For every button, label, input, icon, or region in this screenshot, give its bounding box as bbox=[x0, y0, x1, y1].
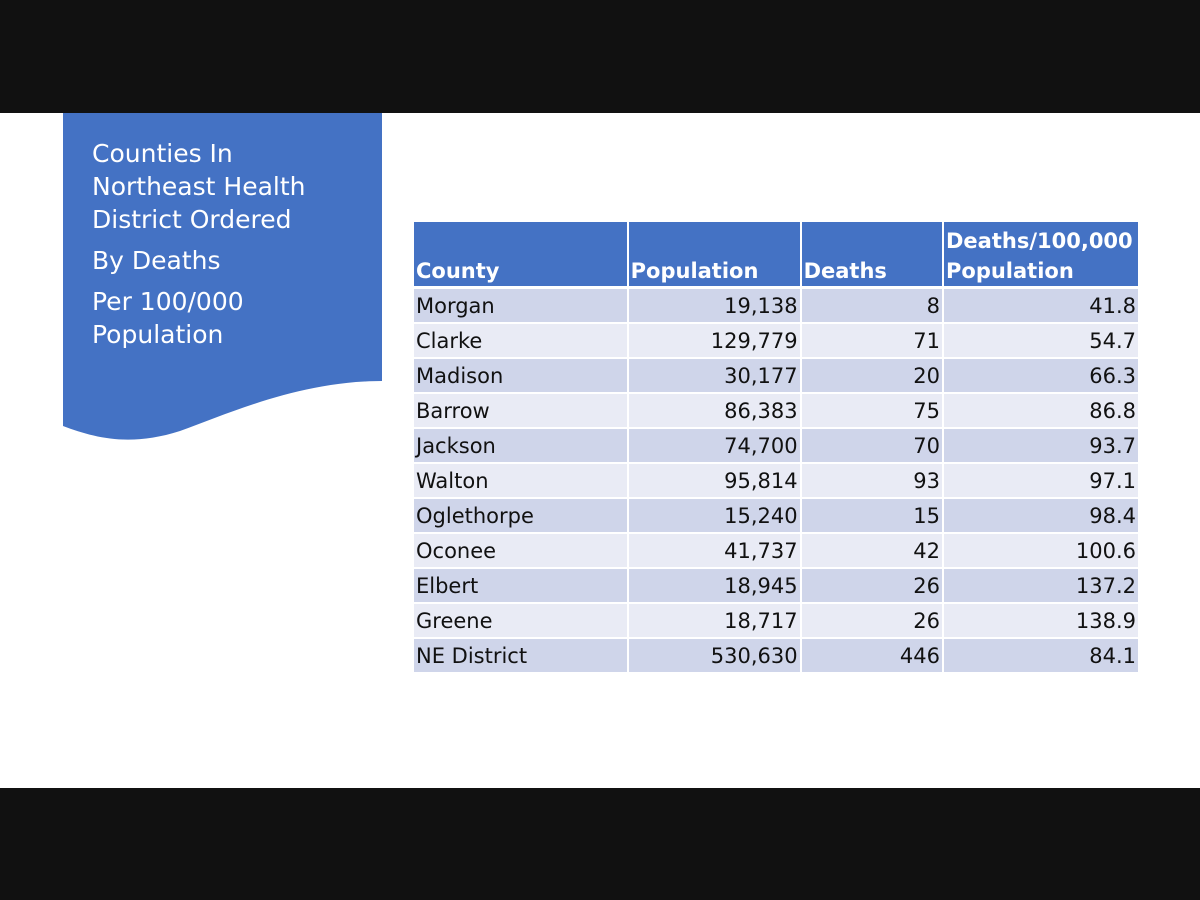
cell-population: 74,700 bbox=[626, 427, 801, 463]
cell-deaths: 446 bbox=[799, 637, 943, 672]
cell-deaths: 20 bbox=[799, 357, 943, 393]
table-row: Clarke 129,779 71 54.7 bbox=[414, 322, 1138, 358]
table-row: Jackson 74,700 70 93.7 bbox=[414, 427, 1138, 463]
slide: Counties In Northeast Health District Or… bbox=[0, 113, 1200, 788]
cell-rate: 93.7 bbox=[942, 427, 1138, 463]
cell-deaths: 42 bbox=[799, 532, 943, 568]
header-rate-line-2: Population bbox=[946, 259, 1074, 283]
cell-rate: 98.4 bbox=[942, 497, 1138, 533]
cell-county: Elbert bbox=[414, 567, 628, 603]
header-rate-line-1: Deaths/100,000 bbox=[946, 229, 1133, 253]
table-row: NE District 530,630 446 84.1 bbox=[414, 637, 1138, 672]
header-rate: Deaths/100,000 Population bbox=[942, 222, 1138, 289]
cell-rate: 84.1 bbox=[942, 637, 1138, 672]
cell-rate: 138.9 bbox=[942, 602, 1138, 638]
cell-deaths: 26 bbox=[799, 602, 943, 638]
table-row: Oglethorpe 15,240 15 98.4 bbox=[414, 497, 1138, 533]
cell-rate: 137.2 bbox=[942, 567, 1138, 603]
cell-population: 18,717 bbox=[626, 602, 801, 638]
cell-deaths: 8 bbox=[799, 286, 943, 323]
table-row: Oconee 41,737 42 100.6 bbox=[414, 532, 1138, 568]
cell-rate: 54.7 bbox=[942, 322, 1138, 358]
letterbox-bottom bbox=[0, 788, 1200, 900]
table-row: Madison 30,177 20 66.3 bbox=[414, 357, 1138, 393]
table-row: Barrow 86,383 75 86.8 bbox=[414, 392, 1138, 428]
title-line-5: Per 100/000 bbox=[92, 287, 244, 316]
cell-county: NE District bbox=[414, 637, 628, 672]
cell-county: Morgan bbox=[414, 286, 628, 323]
cell-deaths: 93 bbox=[799, 462, 943, 498]
cell-rate: 97.1 bbox=[942, 462, 1138, 498]
header-population: Population bbox=[626, 222, 801, 289]
cell-county: Greene bbox=[414, 602, 628, 638]
cell-county: Madison bbox=[414, 357, 628, 393]
cell-population: 86,383 bbox=[626, 392, 801, 428]
cell-population: 18,945 bbox=[626, 567, 801, 603]
title-line-2: Northeast Health bbox=[92, 172, 306, 201]
cell-population: 30,177 bbox=[626, 357, 801, 393]
cell-county: Clarke bbox=[414, 322, 628, 358]
cell-population: 15,240 bbox=[626, 497, 801, 533]
cell-rate: 41.8 bbox=[942, 286, 1138, 323]
table-row: Elbert 18,945 26 137.2 bbox=[414, 567, 1138, 603]
table-body: Morgan 19,138 8 41.8 Clarke 129,779 71 54.7 Madi… bbox=[414, 286, 1138, 672]
title-line-6: Population bbox=[92, 320, 224, 349]
cell-county: Jackson bbox=[414, 427, 628, 463]
cell-population: 19,138 bbox=[626, 286, 801, 323]
cell-county: Oglethorpe bbox=[414, 497, 628, 533]
header-county: County bbox=[414, 222, 628, 289]
cell-county: Oconee bbox=[414, 532, 628, 568]
table-row: Morgan 19,138 8 41.8 bbox=[414, 286, 1138, 323]
cell-county: Walton bbox=[414, 462, 628, 498]
cell-population: 41,737 bbox=[626, 532, 801, 568]
cell-rate: 66.3 bbox=[942, 357, 1138, 393]
table-header-row: County Population Deaths Deaths/100,000 … bbox=[414, 222, 1138, 289]
slide-title: Counties In Northeast Health District Or… bbox=[92, 137, 372, 351]
cell-population: 129,779 bbox=[626, 322, 801, 358]
table-row: Walton 95,814 93 97.1 bbox=[414, 462, 1138, 498]
cell-rate: 100.6 bbox=[942, 532, 1138, 568]
cell-deaths: 70 bbox=[799, 427, 943, 463]
cell-deaths: 71 bbox=[799, 322, 943, 358]
letterbox-top bbox=[0, 0, 1200, 113]
cell-population: 95,814 bbox=[626, 462, 801, 498]
header-deaths: Deaths bbox=[799, 222, 943, 289]
title-line-4: By Deaths bbox=[92, 246, 221, 275]
cell-deaths: 26 bbox=[799, 567, 943, 603]
table-row: Greene 18,717 26 138.9 bbox=[414, 602, 1138, 638]
cell-population: 530,630 bbox=[626, 637, 801, 672]
cell-deaths: 75 bbox=[799, 392, 943, 428]
cell-county: Barrow bbox=[414, 392, 628, 428]
deaths-table: County Population Deaths Deaths/100,000 … bbox=[414, 222, 1138, 672]
title-line-1: Counties In bbox=[92, 139, 233, 168]
cell-deaths: 15 bbox=[799, 497, 943, 533]
title-line-3: District Ordered bbox=[92, 205, 292, 234]
cell-rate: 86.8 bbox=[942, 392, 1138, 428]
